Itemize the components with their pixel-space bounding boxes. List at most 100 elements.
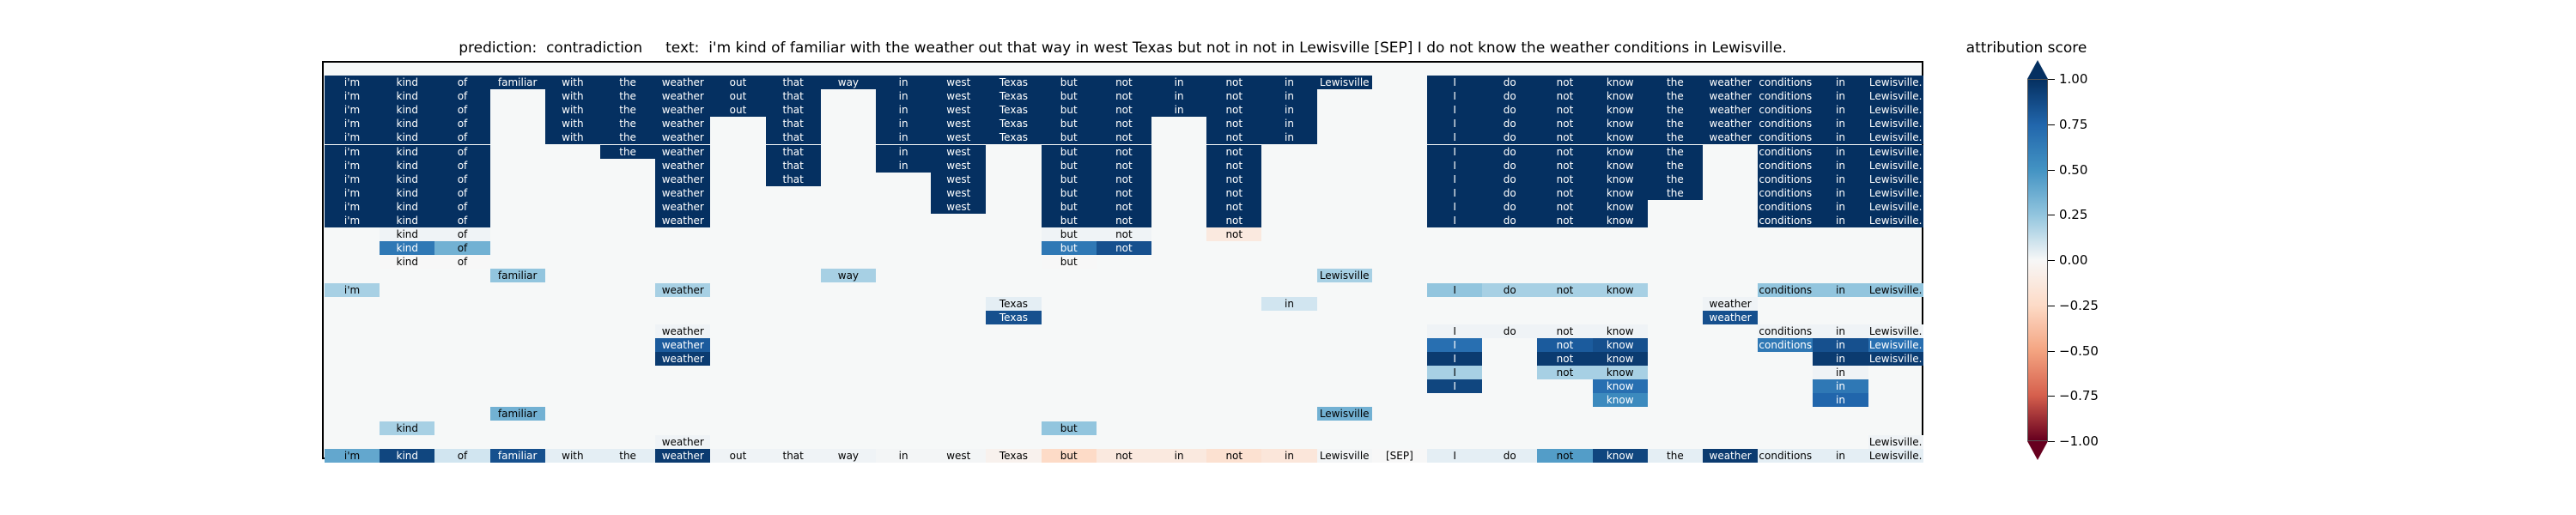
heatmap-cell-west: west bbox=[931, 76, 987, 89]
heatmap-cell-in: in bbox=[876, 76, 932, 89]
heatmap-cell-not: not bbox=[1096, 117, 1151, 131]
heatmap-cell-but: but bbox=[1041, 89, 1097, 104]
heatmap-cell-weather: weather bbox=[1703, 130, 1759, 145]
heatmap-cell-im: i'm bbox=[325, 103, 380, 118]
heatmap-cell-know: know bbox=[1592, 76, 1648, 89]
heatmap-cell-do: do bbox=[1482, 214, 1538, 227]
heatmap-cell-conditions: conditions bbox=[1758, 448, 1814, 463]
colorbar-extend-top bbox=[2027, 60, 2048, 79]
heatmap-cell-i: I bbox=[1427, 172, 1483, 186]
heatmap-cell-im: i'm bbox=[325, 214, 380, 227]
heatmap-cell-i: I bbox=[1427, 199, 1483, 214]
heatmap-cell-know: know bbox=[1592, 130, 1648, 145]
heatmap-cell-out: out bbox=[710, 76, 766, 89]
heatmap-cell-know: know bbox=[1592, 352, 1648, 366]
heatmap-cell-weather: weather bbox=[1703, 448, 1759, 463]
heatmap-cell-but: but bbox=[1041, 214, 1097, 227]
heatmap-cell-in: in bbox=[876, 158, 932, 173]
heatmap-cell-kind: kind bbox=[380, 76, 435, 89]
heatmap-cell-know: know bbox=[1592, 117, 1648, 131]
heatmap-cell-but: but bbox=[1041, 76, 1097, 89]
heatmap-cell-lewisville: Lewisville. bbox=[1868, 185, 1923, 200]
heatmap-cell-the: the bbox=[600, 76, 656, 89]
heatmap-cell-do: do bbox=[1482, 324, 1538, 338]
heatmap-cell-in: in bbox=[1151, 89, 1207, 104]
heatmap-cell-of: of bbox=[434, 199, 490, 214]
heatmap-cell-i: I bbox=[1427, 366, 1483, 380]
colorbar-tick bbox=[2048, 169, 2055, 171]
heatmap-cell-the: the bbox=[1647, 185, 1703, 200]
heatmap-cell-kind: kind bbox=[380, 448, 435, 463]
heatmap-cell-of: of bbox=[434, 117, 490, 131]
heatmap-cell-im: i'm bbox=[325, 448, 380, 463]
heatmap-cell-lewisville: Lewisville bbox=[1316, 407, 1372, 421]
heatmap-cell-weather: weather bbox=[655, 434, 711, 449]
heatmap-cell-weather: weather bbox=[1703, 296, 1759, 311]
heatmap-cell-the: the bbox=[600, 89, 656, 104]
heatmap-cell-i: I bbox=[1427, 103, 1483, 118]
heatmap-cell-weather: weather bbox=[1703, 89, 1759, 104]
heatmap-cell-the: the bbox=[1647, 103, 1703, 118]
heatmap-cell-but: but bbox=[1041, 185, 1097, 200]
heatmap-cell-lewisville: Lewisville. bbox=[1868, 76, 1923, 89]
heatmap-cell-the: the bbox=[1647, 448, 1703, 463]
heatmap-cell-not: not bbox=[1537, 337, 1593, 352]
heatmap-cell-in: in bbox=[1813, 76, 1868, 89]
heatmap-cell-i: I bbox=[1427, 185, 1483, 200]
heatmap-cell-i: I bbox=[1427, 448, 1483, 463]
heatmap-cell-out: out bbox=[710, 448, 766, 463]
heatmap-cell-west: west bbox=[931, 158, 987, 173]
heatmap-cell-way: way bbox=[820, 448, 876, 463]
heatmap-cell-weather: weather bbox=[655, 144, 711, 159]
heatmap-cell-not: not bbox=[1537, 185, 1593, 200]
colorbar-tick-label: 0.00 bbox=[2059, 252, 2088, 268]
heatmap-cell-not: not bbox=[1206, 130, 1262, 145]
heatmap-cell-lewisville: Lewisville. bbox=[1868, 158, 1923, 173]
heatmap-cell-in: in bbox=[1813, 172, 1868, 186]
heatmap-cell-conditions: conditions bbox=[1758, 337, 1814, 352]
heatmap-cell-in: in bbox=[876, 448, 932, 463]
heatmap-cell-that: that bbox=[765, 103, 821, 118]
heatmap-cell-in: in bbox=[1813, 199, 1868, 214]
heatmap-cell-not: not bbox=[1096, 89, 1151, 104]
heatmap-cell-not: not bbox=[1537, 366, 1593, 380]
heatmap-cell-in: in bbox=[1813, 158, 1868, 173]
heatmap-cell-the: the bbox=[1647, 172, 1703, 186]
heatmap-cell-im: i'm bbox=[325, 282, 380, 297]
heatmap-cell-in: in bbox=[1261, 117, 1317, 131]
heatmap-cell-lewisville: Lewisville. bbox=[1868, 214, 1923, 227]
heatmap-cell-weather: weather bbox=[655, 103, 711, 118]
heatmap-cell-im: i'm bbox=[325, 89, 380, 104]
colorbar-tick bbox=[2048, 350, 2055, 352]
heatmap-cell-west: west bbox=[931, 172, 987, 186]
heatmap-cell-in: in bbox=[1813, 393, 1868, 408]
colorbar-tick-label: −1.00 bbox=[2059, 433, 2099, 449]
heatmap-cell-lewisville: Lewisville. bbox=[1868, 199, 1923, 214]
heatmap-cell-lewisville: Lewisville. bbox=[1868, 89, 1923, 104]
heatmap-cell-not: not bbox=[1206, 76, 1262, 89]
heatmap-cell-in: in bbox=[1151, 103, 1207, 118]
heatmap-cell-of: of bbox=[434, 144, 490, 159]
heatmap-cell-in: in bbox=[1261, 103, 1317, 118]
heatmap-cell-kind: kind bbox=[380, 241, 435, 256]
heatmap-cell-in: in bbox=[1261, 130, 1317, 145]
colorbar-tick-label: 0.75 bbox=[2059, 116, 2088, 132]
heatmap-cell-in: in bbox=[876, 144, 932, 159]
heatmap-cell-the: the bbox=[600, 130, 656, 145]
heatmap-cell-that: that bbox=[765, 89, 821, 104]
colorbar-tick-label: 0.25 bbox=[2059, 207, 2088, 223]
heatmap-cell-do: do bbox=[1482, 89, 1538, 104]
heatmap-cell-but: but bbox=[1041, 103, 1097, 118]
heatmap-cell-in: in bbox=[1813, 379, 1868, 394]
heatmap-cell-but: but bbox=[1041, 241, 1097, 256]
heatmap-cell-weather: weather bbox=[655, 117, 711, 131]
heatmap-cell-do: do bbox=[1482, 158, 1538, 173]
heatmap-cell-in: in bbox=[1813, 144, 1868, 159]
heatmap-cell-lewisville: Lewisville bbox=[1316, 269, 1372, 283]
heatmap-cell-in: in bbox=[1813, 89, 1868, 104]
heatmap-cell-i: I bbox=[1427, 117, 1483, 131]
heatmap-cell-lewisville: Lewisville. bbox=[1868, 352, 1923, 366]
heatmap-cell-kind: kind bbox=[380, 227, 435, 242]
heatmap-cell-not: not bbox=[1206, 144, 1262, 159]
heatmap-cell-of: of bbox=[434, 227, 490, 242]
